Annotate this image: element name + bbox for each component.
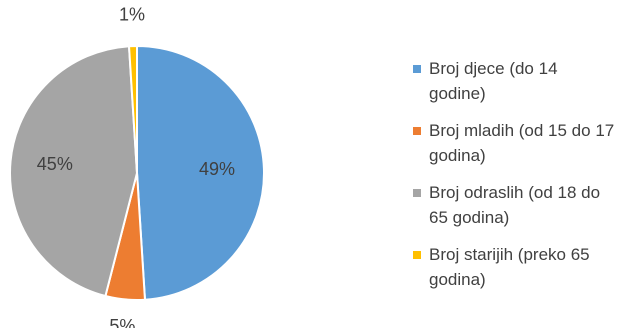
data-label-odraslih: 45% <box>37 154 73 174</box>
legend-label-starijih: Broj starijih (preko 65 godina) <box>429 245 590 289</box>
legend-swatch-odraslih <box>413 189 421 197</box>
chart-legend: Broj djece (do 14 godine) Broj mladih (o… <box>413 56 618 304</box>
data-label-starijih: 1% <box>119 4 145 24</box>
pie-slice-djece <box>136 44 265 301</box>
legend-label-odraslih: Broj odraslih (od 18 do 65 godina) <box>429 183 601 227</box>
legend-item-starijih: Broj starijih (preko 65 godina) <box>413 242 618 292</box>
legend-label-mladih: Broj mladih (od 15 do 17 godina) <box>429 121 615 165</box>
pie-slice-starijih <box>127 44 138 174</box>
legend-swatch-djece <box>413 65 421 73</box>
legend-swatch-mladih <box>413 127 421 135</box>
legend-swatch-starijih <box>413 251 421 259</box>
legend-item-mladih: Broj mladih (od 15 do 17 godina) <box>413 118 618 168</box>
pie-slice-odraslih <box>9 45 139 298</box>
data-label-mladih: 5% <box>109 316 135 328</box>
legend-item-odraslih: Broj odraslih (od 18 do 65 godina) <box>413 180 618 230</box>
legend-item-djece: Broj djece (do 14 godine) <box>413 56 618 106</box>
legend-label-djece: Broj djece (do 14 godine) <box>429 59 558 103</box>
pie-slices <box>9 44 265 301</box>
data-label-djece: 49% <box>199 159 235 179</box>
